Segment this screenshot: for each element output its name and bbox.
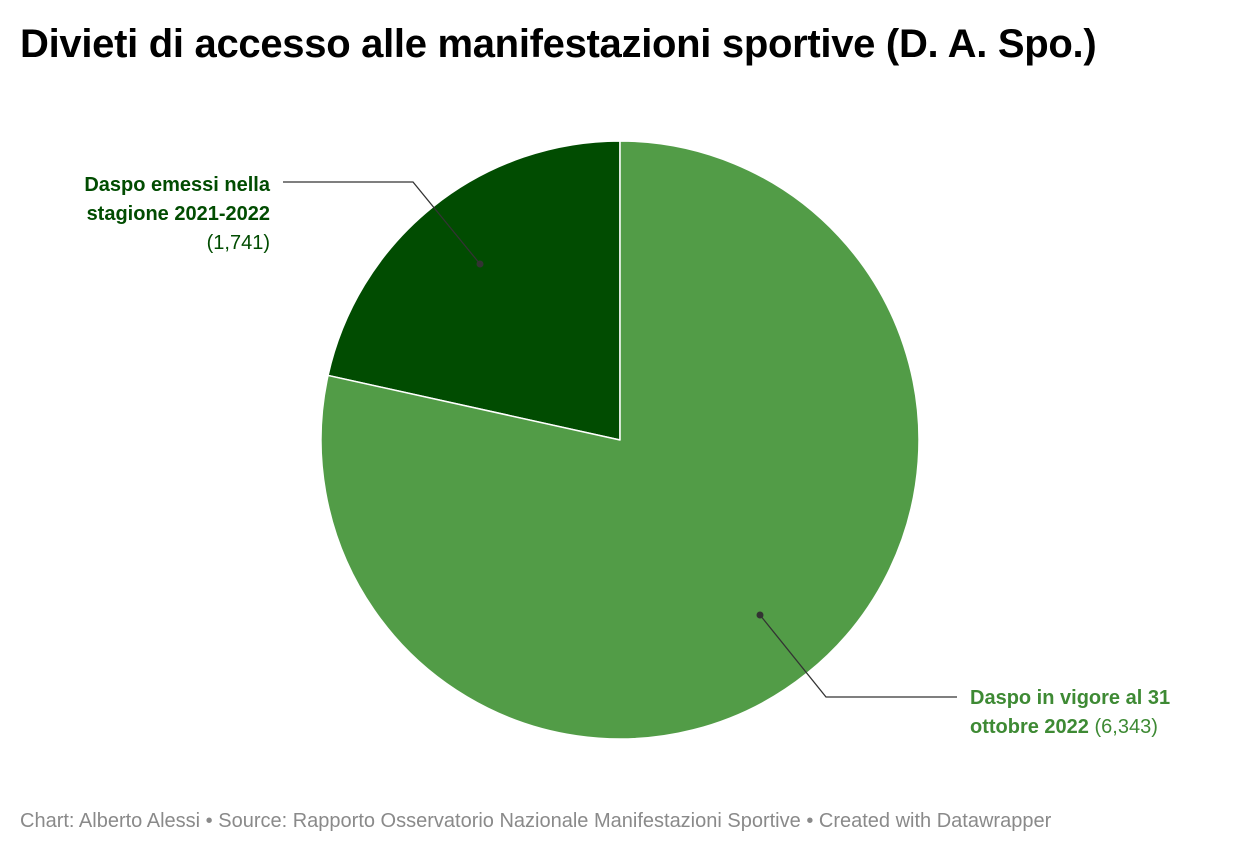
leader-lines bbox=[283, 181, 957, 698]
leader-dot-1 bbox=[476, 260, 484, 268]
leader-line-2 bbox=[759, 614, 957, 698]
footer-separator: • bbox=[205, 810, 213, 832]
leader-dot-2 bbox=[756, 611, 764, 619]
slice-label-2-line-1: Daspo in vigore al 31 bbox=[970, 687, 1170, 709]
slice-label-1-line-1: Daspo emessi nella bbox=[84, 174, 271, 196]
footer-source: Source: Rapporto Osservatorio Nazionale … bbox=[218, 810, 801, 832]
slice-labels: Daspo emessi nella stagione 2021-2022 (1,7… bbox=[84, 174, 1170, 738]
footer-separator: • bbox=[806, 810, 814, 832]
slice-label-2-line-2: ottobre 2022 (6,343) bbox=[970, 716, 1158, 738]
chart-title: Divieti di accesso alle manifestazioni s… bbox=[20, 22, 1097, 66]
slice-value-2: (6,343) bbox=[1089, 716, 1158, 738]
leader-line-1 bbox=[283, 181, 481, 265]
footer-credit: Created with Datawrapper bbox=[818, 810, 1052, 832]
slice-label-1-line-2: stagione 2021-2022 bbox=[87, 203, 270, 225]
footer-author: Chart: Alberto Alessi bbox=[20, 810, 201, 832]
pie-slices bbox=[320, 140, 920, 740]
slice-value-1: (1,741) bbox=[207, 232, 270, 254]
chart-footer: Chart: Alberto Alessi • Source: Rapporto… bbox=[20, 810, 1051, 833]
